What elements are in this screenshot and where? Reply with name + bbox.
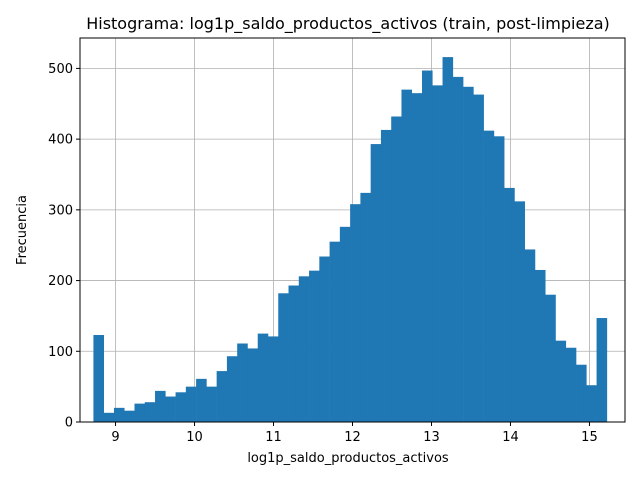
histogram-bar <box>391 116 402 422</box>
histogram-bar <box>144 402 156 422</box>
histogram-bar <box>545 294 556 422</box>
y-tick-label: 0 <box>65 416 73 431</box>
y-tick-label: 500 <box>48 62 73 77</box>
histogram-bar <box>452 76 464 423</box>
histogram-bar <box>514 201 525 422</box>
y-tick-label: 200 <box>48 274 73 289</box>
x-tick-label: 13 <box>423 430 440 445</box>
y-axis-label: Frecuencia <box>15 195 30 265</box>
histogram-bar <box>155 390 166 422</box>
histogram-bar <box>380 129 392 422</box>
histogram-bar <box>473 94 484 422</box>
histogram-bar <box>411 93 423 422</box>
histogram-bar <box>206 386 217 422</box>
histogram-bar <box>360 192 371 422</box>
histogram-bar <box>432 85 443 422</box>
histogram-bar <box>257 333 269 422</box>
x-tick-label: 11 <box>265 430 282 445</box>
histogram-bar <box>278 293 289 422</box>
y-tick-label: 100 <box>48 345 73 360</box>
histogram-bars <box>93 57 608 423</box>
x-tick-label: 14 <box>502 430 519 445</box>
histogram-bar <box>113 407 125 422</box>
axis-ticks: 9 10 11 12 13 14 15 0 100 200 300 400 500 <box>48 62 598 445</box>
histogram-bar <box>175 392 187 422</box>
histogram-bar <box>267 336 279 422</box>
histogram-bar <box>124 410 135 422</box>
histogram-bar <box>596 318 608 422</box>
histogram-bar <box>93 335 104 422</box>
histogram-bar <box>586 385 597 422</box>
histogram-bar <box>370 144 382 423</box>
histogram-bar <box>319 256 330 422</box>
histogram-bar <box>422 70 433 422</box>
histogram-bar <box>555 340 567 422</box>
histogram-bar <box>216 371 228 422</box>
histogram-bar <box>185 386 197 422</box>
histogram-bar <box>350 204 361 422</box>
x-tick-label: 12 <box>344 430 361 445</box>
histogram-bar <box>442 57 454 422</box>
histogram-bar <box>298 276 310 422</box>
y-tick-label: 400 <box>48 133 73 148</box>
histogram-bar <box>134 403 146 422</box>
histogram-bar <box>504 187 515 422</box>
x-tick-label: 9 <box>111 430 119 445</box>
histogram-bar <box>524 249 536 422</box>
histogram-bar <box>339 226 351 422</box>
histogram-bar <box>534 269 546 422</box>
histogram-bar <box>463 86 474 422</box>
histogram-bar <box>288 285 300 422</box>
x-tick-label: 10 <box>186 430 203 445</box>
histogram-bar <box>165 396 176 422</box>
histogram-bar <box>329 241 341 422</box>
x-axis-label: log1p_saldo_productos_activos <box>247 451 449 466</box>
histogram-bar <box>309 270 320 422</box>
histogram-bar <box>196 378 207 422</box>
x-tick-label: 15 <box>581 430 598 445</box>
y-tick-label: 300 <box>48 203 73 218</box>
histogram-bar <box>576 364 587 422</box>
histogram-bar <box>103 412 115 422</box>
histogram-bar <box>565 347 577 422</box>
histogram-bar <box>237 343 248 422</box>
histogram-bar <box>247 348 259 422</box>
histogram-bar <box>226 356 238 422</box>
histogram-bar <box>401 89 413 423</box>
chart-title: Histograma: log1p_saldo_productos_activo… <box>86 14 610 34</box>
histogram-bar <box>483 130 495 423</box>
histogram-bar <box>493 136 505 422</box>
